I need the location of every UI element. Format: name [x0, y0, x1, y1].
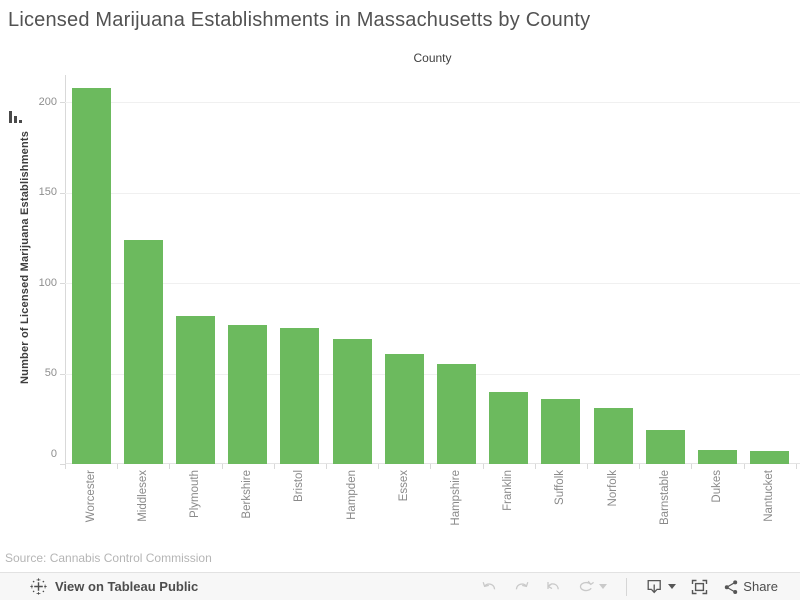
x-tick-label-suffolk: Suffolk [554, 470, 567, 505]
plot-area [65, 75, 800, 464]
bar-berkshire[interactable] [228, 324, 268, 464]
bar-nantucket[interactable] [750, 451, 790, 464]
x-axis-tick [65, 464, 66, 469]
x-axis-tick [639, 464, 641, 469]
gridline-150 [65, 192, 800, 194]
x-axis-tick [691, 464, 693, 469]
bar-suffolk[interactable] [541, 398, 581, 464]
page-title: Licensed Marijuana Establishments in Mas… [8, 9, 591, 31]
x-tick-label-berkshire: Berkshire [241, 470, 254, 519]
refresh-icon [577, 580, 595, 594]
x-tick-label-worcester: Worcester [84, 470, 97, 523]
fullscreen-icon [691, 579, 708, 595]
x-tick-label-middlesex: Middlesex [136, 470, 149, 522]
undo-button[interactable] [481, 580, 498, 594]
y-axis-tick-50 [60, 373, 65, 375]
bar-worcester[interactable] [71, 87, 111, 464]
download-button[interactable] [646, 579, 677, 594]
share-label: Share [743, 579, 778, 594]
x-tick-label-hampden: Hampden [345, 470, 358, 520]
caret-down-icon [668, 584, 677, 589]
y-tick-label-150: 150 [38, 186, 57, 199]
y-tick-label-50: 50 [44, 367, 57, 380]
fullscreen-button[interactable] [691, 579, 708, 595]
y-tick-label-0: 0 [50, 448, 57, 460]
x-axis-tick [743, 464, 745, 469]
gridline-50 [65, 373, 800, 375]
x-axis-tick [795, 464, 797, 469]
reset-button[interactable] [545, 580, 562, 594]
redo-button[interactable] [513, 580, 530, 594]
x-axis-tick [273, 464, 275, 469]
y-axis-tick-100 [60, 283, 65, 285]
refresh-button[interactable] [577, 580, 608, 594]
caret-down-icon [599, 584, 608, 589]
bar-franklin[interactable] [489, 391, 529, 464]
bar-essex[interactable] [384, 353, 424, 464]
gridline-100 [65, 283, 800, 285]
tableau-toolbar: View on Tableau Public [0, 572, 800, 600]
x-axis-tick [221, 464, 223, 469]
bar-barnstable[interactable] [645, 429, 685, 464]
bar-dukes[interactable] [697, 449, 737, 464]
x-axis-tick [326, 464, 327, 469]
y-axis-tick-150 [60, 192, 65, 194]
reset-icon [545, 580, 562, 594]
undo-icon [481, 580, 498, 594]
bar-bristol[interactable] [280, 328, 320, 464]
y-axis-tick-200 [60, 102, 65, 104]
x-tick-label-dukes: Dukes [710, 470, 723, 503]
source-note: Source: Cannabis Control Commission [5, 551, 212, 565]
y-axis-tick-0 [60, 464, 65, 465]
x-tick-label-franklin: Franklin [502, 470, 515, 511]
download-icon [646, 579, 664, 594]
sort-descending-icon[interactable] [9, 110, 24, 123]
x-axis-tick [169, 464, 171, 469]
y-tick-label-100: 100 [38, 276, 57, 289]
x-tick-label-essex: Essex [397, 470, 410, 502]
bar-hampden[interactable] [332, 339, 372, 464]
bar-plymouth[interactable] [175, 315, 215, 464]
y-axis-title: Number of Licensed Marijuana Establishme… [19, 130, 31, 384]
gridline-200 [65, 102, 800, 104]
x-axis-tick [430, 464, 432, 469]
y-tick-label-200: 200 [38, 95, 57, 108]
x-tick-label-barnstable: Barnstable [658, 470, 671, 525]
bar-middlesex[interactable] [123, 239, 163, 464]
bar-norfolk[interactable] [593, 407, 633, 464]
redo-icon [513, 580, 530, 594]
x-tick-label-norfolk: Norfolk [606, 470, 619, 507]
share-icon [723, 579, 739, 595]
column-field-header: County [413, 51, 452, 65]
x-axis-tick [587, 464, 588, 469]
share-button[interactable]: Share [723, 579, 778, 595]
x-tick-label-nantucket: Nantucket [763, 470, 776, 522]
x-axis-tick [482, 464, 484, 469]
view-on-tableau-public-label: View on Tableau Public [55, 579, 199, 594]
x-axis-tick [378, 464, 380, 469]
bar-hampshire[interactable] [436, 364, 476, 464]
toolbar-divider [626, 577, 628, 596]
x-tick-label-plymouth: Plymouth [188, 470, 201, 518]
view-on-tableau-public-link[interactable]: View on Tableau Public [30, 578, 198, 595]
x-axis-tick [534, 464, 536, 469]
toolbar-actions: Share [481, 577, 778, 596]
x-tick-label-hampshire: Hampshire [449, 470, 462, 526]
tableau-logo-icon [30, 578, 47, 595]
x-tick-label-bristol: Bristol [293, 470, 306, 502]
x-axis-tick [117, 464, 119, 469]
